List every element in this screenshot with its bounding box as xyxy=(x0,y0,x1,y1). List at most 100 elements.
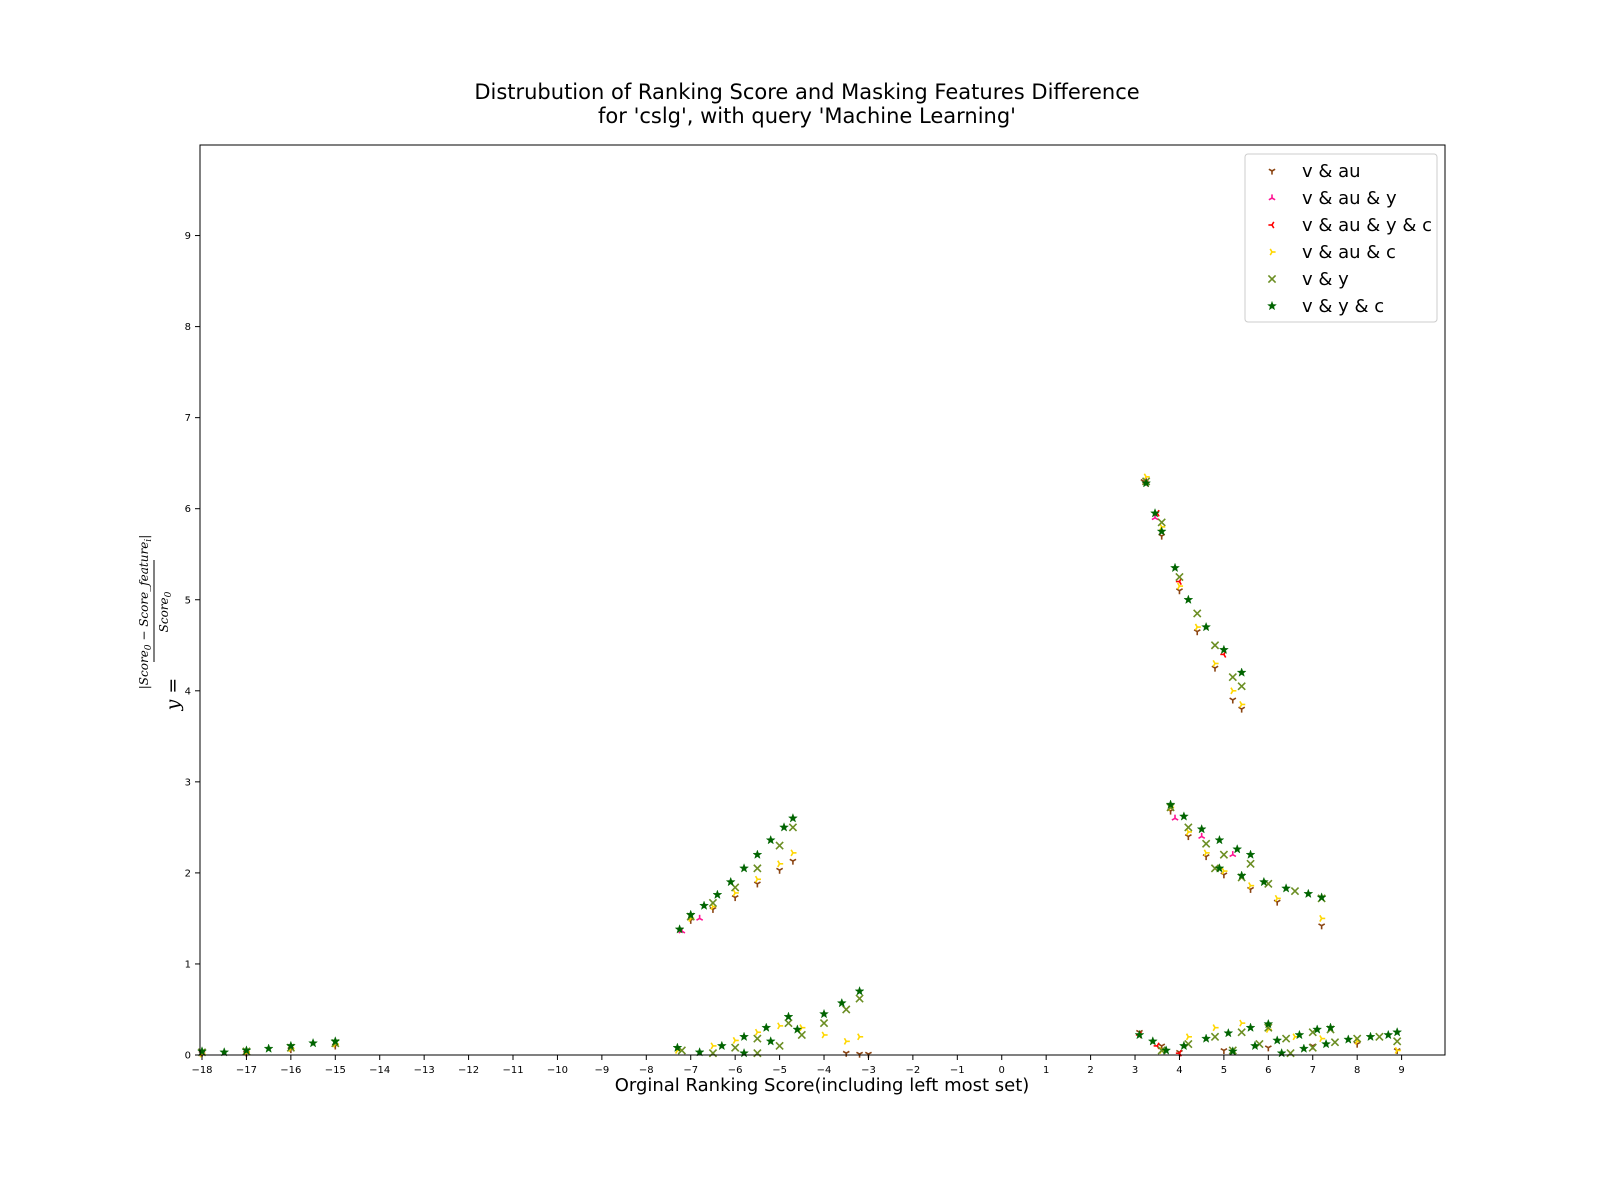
data-point-s3-g4-p4 xyxy=(1248,882,1255,890)
data-point-s4-g4-p3 xyxy=(1193,609,1202,618)
data-point-s4-g7-p2 xyxy=(1210,1032,1220,1041)
data-point-s0-g3-p2 xyxy=(1175,588,1183,595)
data-point-s3-g4-p6 xyxy=(1319,914,1326,922)
data-point-s0-g2-p0 xyxy=(842,1050,850,1057)
data-point-s4-g9-p5 xyxy=(1393,1037,1402,1046)
data-point-s5-g4-p4 xyxy=(836,997,847,1008)
y-tick-label: 4 xyxy=(185,686,191,697)
data-point-s5-g10-p0 xyxy=(1276,1047,1287,1058)
data-point-s3-g5-p8 xyxy=(1394,1046,1401,1054)
data-point-s4-g4-p4 xyxy=(1210,641,1220,650)
data-point-s3-g1-p5 xyxy=(790,849,797,857)
x-axis-label: Orginal Ranking Score(including left mos… xyxy=(615,1075,1030,1096)
data-point-s4-g9-p0 xyxy=(1286,1049,1295,1058)
y-tick-label: 6 xyxy=(185,504,191,515)
data-point-s3-g4-p5 xyxy=(1274,894,1281,902)
data-point-s5-g7-p3 xyxy=(1281,883,1292,893)
data-point-s3-g2-p7 xyxy=(843,1037,850,1045)
data-point-s0-g1-p5 xyxy=(789,858,797,865)
data-point-s5-g8-p2 xyxy=(1161,1045,1172,1055)
data-point-s0-g3-p4 xyxy=(1211,665,1219,672)
x-tick-label: 6 xyxy=(1265,1065,1271,1076)
data-point-s0-g3-p3 xyxy=(1193,629,1201,636)
data-point-s4-g5-p2 xyxy=(1201,839,1211,848)
data-point-s5-g6-p1 xyxy=(1178,811,1189,821)
legend-marker xyxy=(1268,194,1276,201)
data-point-s5-g5-p7 xyxy=(1236,667,1247,677)
x-tick-label: −15 xyxy=(325,1065,346,1076)
x-tick-label: −18 xyxy=(191,1065,212,1076)
legend-item: v & au xyxy=(1268,161,1361,182)
data-point-s5-g9-p5 xyxy=(1325,1022,1336,1032)
data-point-s5-g8-p6 xyxy=(1245,1022,1256,1032)
data-point-s4-g2-p2 xyxy=(730,1043,740,1052)
data-point-s4-g4-p5 xyxy=(1228,672,1237,682)
data-point-s5-g5-p2 xyxy=(1156,526,1167,536)
data-point-s3-g2-p3 xyxy=(754,1028,761,1036)
data-point-s3-g2-p1 xyxy=(710,1042,717,1050)
data-point-s0-g3-p6 xyxy=(1238,706,1246,713)
data-point-s5-g0-p3 xyxy=(263,1043,274,1053)
x-tick-label: −7 xyxy=(683,1065,698,1076)
data-point-s0-g5-p6 xyxy=(1353,1041,1361,1048)
data-point-s4-g3-p5 xyxy=(855,994,864,1003)
series-v-au-y-c-points xyxy=(1135,479,1227,1057)
data-point-s3-g2-p6 xyxy=(821,1031,828,1039)
data-point-s5-g4-p1 xyxy=(765,1036,776,1046)
series-v-au-c-points xyxy=(199,473,1401,1058)
data-point-s5-g5-p5 xyxy=(1201,621,1212,632)
data-point-s5-g9-p0 xyxy=(1227,1046,1238,1056)
data-point-s5-g10-p1 xyxy=(1298,1043,1309,1053)
y-tick-label: 9 xyxy=(185,231,191,242)
data-point-s3-g5-p1 xyxy=(1185,1033,1192,1041)
data-point-s5-g6-p2 xyxy=(1196,824,1207,834)
data-point-s4-g4-p2 xyxy=(1175,572,1184,582)
legend-label: v & y & c xyxy=(1302,296,1384,317)
data-point-s5-g3-p2 xyxy=(716,1040,727,1051)
data-point-s5-g8-p5 xyxy=(1223,1027,1234,1038)
data-point-s5-g3-p1 xyxy=(694,1047,705,1057)
data-point-s5-g2-p3 xyxy=(725,876,736,887)
data-point-s4-g3-p3 xyxy=(819,1018,829,1028)
x-axis: −18 −17 −16 −15 −14 −13 −12 −11 −10 −9 −8 −7 −6 −5 −4−… xyxy=(191,1055,1405,1076)
series-v-au-y-points xyxy=(678,477,1237,934)
y-tick-label: 7 xyxy=(185,413,191,424)
data-point-s5-g7-p2 xyxy=(1258,876,1269,887)
x-tick-label: −16 xyxy=(280,1065,301,1076)
data-point-s4-g5-p1 xyxy=(1184,823,1193,832)
data-point-s0-g5-p4 xyxy=(1264,1045,1272,1052)
data-point-s3-g2-p8 xyxy=(857,1033,864,1041)
data-point-s5-g1-p0 xyxy=(674,924,685,934)
data-point-s4-g7-p4 xyxy=(1264,1023,1273,1032)
data-point-s5-g8-p0 xyxy=(1134,1029,1145,1040)
x-tick-label: −3 xyxy=(861,1065,876,1076)
data-point-s5-g5-p1 xyxy=(1150,508,1160,518)
data-point-s4-g7-p3 xyxy=(1237,1028,1246,1037)
data-point-s4-g5-p4 xyxy=(1246,859,1255,868)
x-tick-label: −6 xyxy=(728,1065,743,1076)
x-tick-label: −12 xyxy=(458,1065,479,1076)
data-point-s3-g5-p2 xyxy=(1212,1024,1219,1032)
x-tick-label: −5 xyxy=(772,1065,787,1076)
legend-label: v & au xyxy=(1302,161,1361,182)
data-point-s4-g3-p4 xyxy=(842,1005,851,1014)
data-point-s3-g3-p6 xyxy=(1239,700,1246,708)
data-point-s5-g8-p4 xyxy=(1201,1033,1212,1043)
data-point-s4-g8-p2 xyxy=(1281,1034,1291,1043)
y-axis-label-denominator: Score0 xyxy=(157,591,174,632)
legend-item: v & au & y xyxy=(1268,188,1397,209)
x-tick-label: 1 xyxy=(1043,1065,1049,1076)
data-point-s5-g0-p5 xyxy=(308,1037,319,1048)
data-point-s1-g2-p0 xyxy=(1171,814,1179,821)
data-point-s0-g4-p6 xyxy=(1318,923,1326,930)
legend-item: v & au & c xyxy=(1269,242,1396,263)
chart-title-line-1: Distrubution of Ranking Score and Maskin… xyxy=(474,80,1139,104)
y-axis-label: y = |Score0 − Score_featurei| Score0 xyxy=(137,535,184,712)
chart-title: Distrubution of Ranking Score and Maskin… xyxy=(474,80,1139,128)
data-point-s3-g3-p2 xyxy=(1176,582,1184,590)
data-point-s5-g6-p0 xyxy=(1165,799,1176,809)
x-tick-label: −9 xyxy=(594,1065,609,1076)
y-tick-label: 2 xyxy=(185,868,191,879)
chart-title-line-2: for 'cslg', with query 'Machine Learning… xyxy=(598,104,1016,128)
